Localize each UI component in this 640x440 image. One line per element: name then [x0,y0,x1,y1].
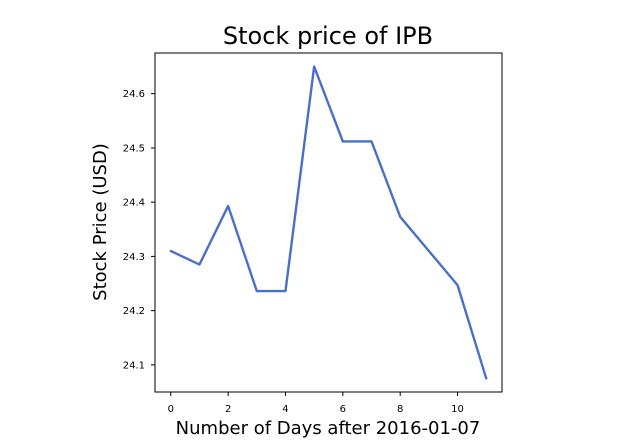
y-axis-ticks: 24.1 24.2 24.3 24.4 24.5 24.6 [123,89,155,371]
x-axis-label: Number of Days after 2016-01-07 [176,418,481,439]
x-tick-label: 10 [451,404,464,415]
x-axis-ticks: 0 2 4 6 8 10 [168,392,464,415]
y-axis-label: Stock Price (USD) [90,143,111,301]
y-tick-label: 24.5 [123,143,145,154]
x-tick-label: 8 [397,404,403,415]
x-tick-label: 6 [340,404,346,415]
x-tick-label: 0 [168,404,174,415]
chart-title: Stock price of IPB [223,22,433,50]
price-series-line [169,65,488,380]
plot-area: 0 2 4 6 8 10 24.1 24.2 24.3 24.4 24.5 24.6 [123,52,503,415]
x-tick-label: 2 [225,404,231,415]
series-layer [169,65,488,380]
axes-frame [154,52,503,393]
y-tick-label: 24.3 [123,252,145,263]
y-tick-label: 24.4 [123,198,145,209]
y-tick-label: 24.6 [123,89,145,100]
y-tick-label: 24.2 [123,306,145,317]
x-tick-label: 4 [282,404,288,415]
y-tick-label: 24.1 [123,360,145,371]
